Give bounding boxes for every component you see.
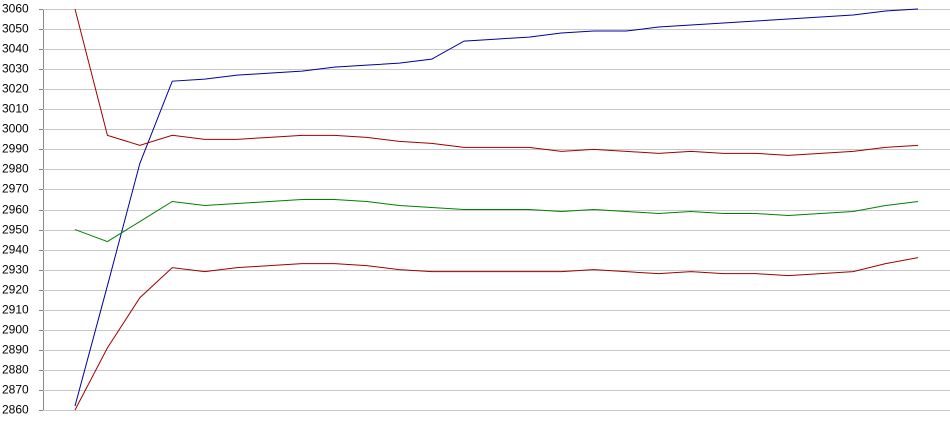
y-tick-label: 3020 <box>2 82 29 96</box>
series-line <box>74 8 919 156</box>
series-line <box>74 198 919 243</box>
y-tick-label: 2930 <box>2 263 29 277</box>
y-tick-label: 2880 <box>2 363 29 377</box>
y-tick-label: 2910 <box>2 303 29 317</box>
y-tick-label: 3010 <box>2 102 29 116</box>
y-tick-label: 2960 <box>2 203 29 217</box>
y-tick-label: 2940 <box>2 243 29 257</box>
y-tick-label: 2950 <box>2 223 29 237</box>
y-tick-label: 2970 <box>2 182 29 196</box>
y-tick-label: 2990 <box>2 142 29 156</box>
y-tick-label: 3040 <box>2 42 29 56</box>
y-tick-label: 2900 <box>2 323 29 337</box>
y-tick-label: 3030 <box>2 62 29 76</box>
y-tick-label: 2920 <box>2 283 29 297</box>
series-line <box>74 8 919 407</box>
series-line <box>74 257 919 411</box>
y-tick-label: 2870 <box>2 383 29 397</box>
y-tick-label: 3050 <box>2 22 29 36</box>
y-tick-label: 3000 <box>2 122 29 136</box>
y-tick-label: 3060 <box>2 2 29 16</box>
y-tick-label: 2860 <box>2 403 29 417</box>
y-tick-label: 2890 <box>2 343 29 357</box>
y-tick-label: 2980 <box>2 162 29 176</box>
